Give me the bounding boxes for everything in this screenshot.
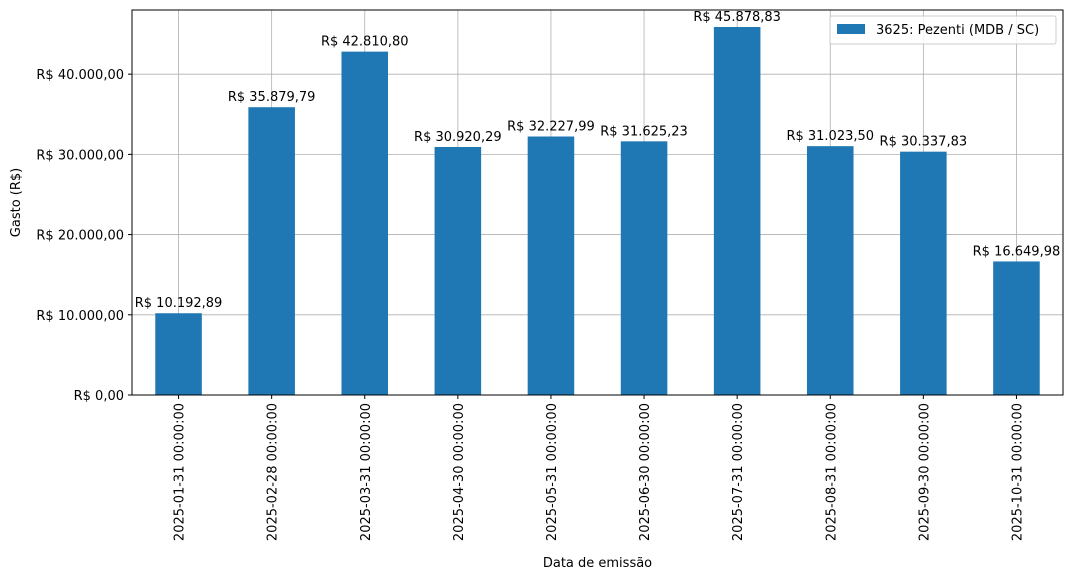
bar-value-label: R$ 16.649,98 <box>973 244 1061 259</box>
plot-frame <box>131 9 1064 396</box>
y-tick-label: R$ 40.000,00 <box>36 68 124 83</box>
y-tick-label: R$ 0,00 <box>74 389 124 404</box>
x-tick-label: 2025-07-31 00:00:00 <box>731 403 746 541</box>
bar-value-label: R$ 30.920,29 <box>414 130 502 145</box>
bar <box>341 51 389 396</box>
bar-value-label: R$ 31.625,23 <box>600 124 688 139</box>
bars <box>155 27 1040 396</box>
y-axis-label: Gasto (R$) <box>9 168 24 237</box>
legend-swatch <box>837 24 865 34</box>
x-tick-label: 2025-09-30 00:00:00 <box>917 403 932 541</box>
x-tick-label: 2025-10-31 00:00:00 <box>1010 403 1025 541</box>
bar <box>620 141 668 395</box>
x-tick-label: 2025-04-30 00:00:00 <box>452 403 467 541</box>
x-tick-label: 2025-03-31 00:00:00 <box>359 403 374 541</box>
x-tick-label: 2025-05-31 00:00:00 <box>545 403 560 541</box>
x-tick-label: 2025-01-31 00:00:00 <box>173 403 188 541</box>
data-labels: R$ 10.192,89 R$ 35.879,79 R$ 42.810,80 R$ 3… <box>135 10 1061 311</box>
y-tick-label: R$ 10.000,00 <box>36 309 124 324</box>
bar-value-label: R$ 32.227,99 <box>507 120 595 135</box>
legend-label: 3625: Pezenti (MDB / SC) <box>876 23 1039 38</box>
x-tick-label: 2025-06-30 00:00:00 <box>638 403 653 541</box>
x-tick-label: 2025-08-31 00:00:00 <box>824 403 839 541</box>
bar-value-label: R$ 31.023,50 <box>786 129 874 144</box>
x-tick-label: 2025-02-28 00:00:00 <box>266 403 281 541</box>
legend: 3625: Pezenti (MDB / SC) <box>829 15 1057 45</box>
bar-value-label: R$ 10.192,89 <box>135 296 223 311</box>
bar <box>434 146 482 395</box>
y-tick-label: R$ 30.000,00 <box>36 148 124 163</box>
axis-ticks: R$ 0,00 R$ 10.000,00 R$ 20.000,00 R$ 30.000… <box>36 68 1025 541</box>
bar <box>155 313 202 395</box>
bar <box>527 136 575 395</box>
y-tick-label: R$ 20.000,00 <box>36 229 124 244</box>
x-axis-label: Data de emissão <box>543 556 652 571</box>
legend-box <box>829 15 1057 45</box>
bar-value-label: R$ 42.810,80 <box>321 35 409 50</box>
bar <box>713 27 761 396</box>
bar <box>993 261 1040 395</box>
bar-value-label: R$ 35.879,79 <box>228 90 316 105</box>
bar-value-label: R$ 30.337,83 <box>880 135 968 150</box>
bar <box>248 107 295 396</box>
bar <box>900 151 947 395</box>
bar <box>806 146 854 395</box>
bar-value-label: R$ 45.878,83 <box>693 10 781 25</box>
